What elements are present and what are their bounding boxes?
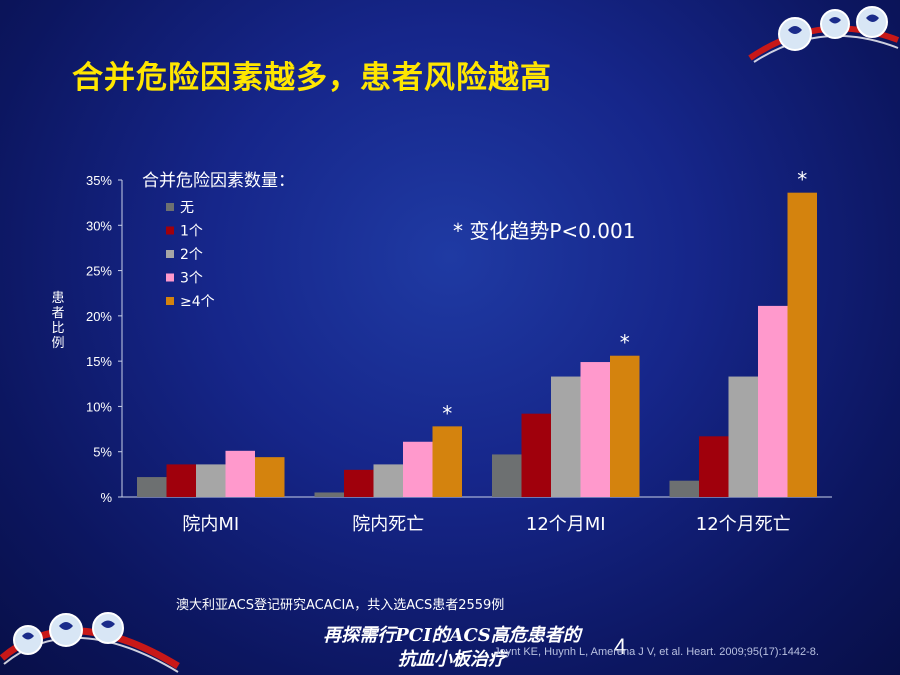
category-label: 院内MI xyxy=(182,514,239,535)
slide-footer: 再探需行PCI的ACS高危患者的抗血小板治疗 xyxy=(323,625,581,670)
category-label: 院内死亡 xyxy=(352,514,424,535)
bar xyxy=(492,454,522,497)
bar xyxy=(314,492,344,497)
bar xyxy=(758,305,788,497)
bar xyxy=(373,464,403,497)
bar xyxy=(728,376,758,497)
bar xyxy=(787,192,817,497)
y-tick-label: 15% xyxy=(86,354,112,369)
y-tick-label: % xyxy=(100,490,112,505)
bar xyxy=(255,457,285,497)
significance-marker: * xyxy=(620,331,630,355)
source-note: 澳大利亚ACS登记研究ACACIA，共入选ACS患者2559例 xyxy=(176,598,505,613)
bar xyxy=(137,477,167,497)
bar xyxy=(166,464,196,497)
legend-swatch xyxy=(166,273,174,282)
bar xyxy=(669,480,699,497)
bar xyxy=(699,436,729,497)
legend-entry: 无 xyxy=(180,200,194,216)
legend-entry: 3个 xyxy=(180,271,203,287)
legend-swatch xyxy=(166,297,174,305)
legend-entry: 2个 xyxy=(180,247,203,263)
bar xyxy=(551,376,581,497)
legend-entry: ≥4个 xyxy=(180,294,215,310)
y-tick-label: 30% xyxy=(86,218,112,233)
legend-entry: 1个 xyxy=(180,224,203,240)
bar xyxy=(432,426,462,497)
y-tick-label: 5% xyxy=(93,445,112,460)
bar xyxy=(225,450,255,497)
citation: Joynt KE, Huynh L, Amerena J V, et al. H… xyxy=(494,646,819,658)
y-tick-label: 20% xyxy=(86,309,112,324)
category-label: 12个月MI xyxy=(526,514,606,535)
swirl-logo-icon xyxy=(748,6,900,63)
category-label: 12个月死亡 xyxy=(696,514,791,535)
swirl-logo-icon xyxy=(0,612,180,673)
bar xyxy=(580,362,610,497)
y-tick-label: 35% xyxy=(86,173,112,188)
bar xyxy=(403,441,433,497)
slide-title: 合并危险因素越多，患者风险越高 xyxy=(72,60,552,96)
legend-swatch xyxy=(166,226,174,235)
y-axis-label: 患者比例 xyxy=(51,291,64,351)
page-number: 4 xyxy=(614,634,627,659)
significance-marker: * xyxy=(797,168,807,192)
bar xyxy=(344,469,374,497)
trend-annotation: * 变化趋势P<0.001 xyxy=(453,219,635,243)
significance-marker: * xyxy=(442,401,452,425)
y-tick-label: 25% xyxy=(86,264,112,279)
bar xyxy=(521,413,551,497)
legend-title: 合并危险因素数量： xyxy=(142,171,295,191)
y-tick-label: 10% xyxy=(86,399,112,414)
bar xyxy=(196,464,226,497)
bar xyxy=(610,355,640,497)
legend-swatch xyxy=(166,250,174,258)
legend-swatch xyxy=(166,203,174,211)
